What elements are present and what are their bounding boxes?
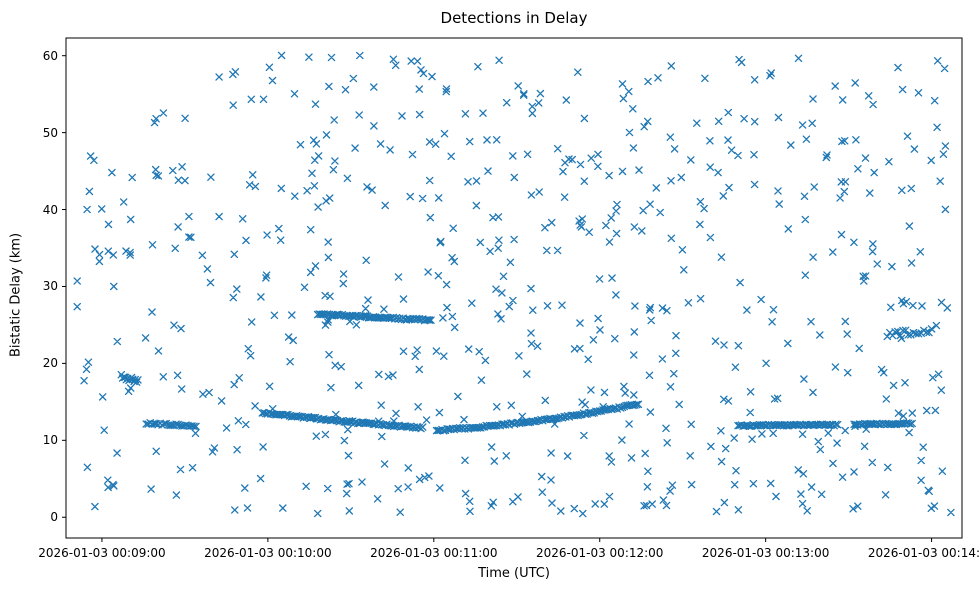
y-tick-label: 0 <box>50 510 58 525</box>
x-tick-label: 2026-01-03 00:12:00 <box>535 546 664 560</box>
x-tick-label: 2026-01-03 00:11:00 <box>370 546 498 560</box>
x-axis-label: Time (UTC) <box>478 566 550 581</box>
y-tick-label: 30 <box>42 279 58 294</box>
y-tick-label: 60 <box>42 48 58 63</box>
y-tick-label: 40 <box>42 202 58 217</box>
y-tick-label: 20 <box>42 356 58 371</box>
y-axis-label: Bistatic Delay (km) <box>8 232 24 358</box>
x-tick-label: 2026-01-03 00:09:00 <box>38 546 166 560</box>
x-tick-label: 2026-01-03 00:13:00 <box>701 546 830 560</box>
x-tick-label: 2026-01-03 00:10:00 <box>204 546 332 560</box>
y-tick-label: 10 <box>42 433 58 448</box>
chart-title: Detections in Delay <box>440 9 588 27</box>
x-tick-label: 2026-01-03 00:14:00 <box>867 546 979 560</box>
y-tick-label: 50 <box>42 125 58 140</box>
